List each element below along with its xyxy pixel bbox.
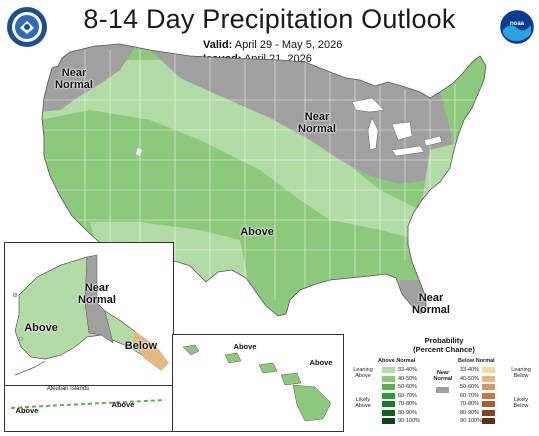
legend-above-header: Above Normal	[378, 358, 416, 364]
valid-value: April 29 - May 5, 2026	[234, 39, 343, 51]
legend-below-swatch	[482, 409, 495, 416]
legend: Probability (Percent Chance) Above Normal…	[346, 334, 536, 430]
label-aleutian-above-east: Above	[111, 400, 135, 409]
alaska-map	[12, 254, 169, 376]
aleutian-inset	[4, 385, 174, 432]
legend-below-column: 33-40% 40-50% 50-60% 60-70% 70-80% 80-90% 90-1…	[460, 367, 510, 427]
svg-text:noaa: noaa	[510, 21, 525, 27]
legend-title: Probability (Percent Chance)	[413, 336, 475, 354]
legend-above-swatch	[382, 384, 395, 390]
legend-below-range: 90-100%	[460, 418, 483, 424]
legend-above-swatch	[382, 401, 395, 407]
legend-below-swatch	[482, 401, 495, 407]
label-near-normal-northwest: Near Normal	[55, 67, 93, 91]
legend-below-range: 60-70%	[460, 392, 479, 399]
aleutian-map	[10, 399, 166, 409]
legend-below-swatch	[482, 392, 495, 399]
legend-above-range: 33-40%	[398, 367, 417, 373]
legend-below-swatch	[482, 418, 495, 424]
legend-near-normal-swatch	[436, 387, 449, 393]
label-aleutian-above-west: Above	[15, 406, 39, 415]
legend-above-range: 40-50%	[398, 375, 417, 382]
legend-below-range: 80-90%	[460, 409, 479, 416]
valid-label: Valid:	[203, 39, 233, 51]
legend-leaning-below: Leaning Below	[511, 367, 531, 379]
legend-below-range: 40-50%	[460, 375, 479, 382]
legend-above-swatch	[382, 375, 395, 382]
legend-above-range: 90-100%	[398, 418, 421, 424]
legend-below-swatch	[482, 384, 495, 390]
legend-leaning-above: Leaning Above	[353, 367, 373, 379]
legend-below-header: Below Normal	[458, 358, 495, 364]
hawaii-inset	[172, 334, 344, 432]
label-alaska-above: Above	[24, 322, 58, 334]
label-above-center: Above	[240, 226, 274, 238]
legend-above-swatch	[382, 418, 395, 424]
legend-near-normal-label: Near Normal	[433, 370, 453, 382]
legend-above-range: 60-70%	[398, 392, 417, 399]
legend-below-swatch	[482, 375, 495, 382]
legend-below-range: 50-60%	[460, 384, 479, 390]
legend-likely-below: Likely Below	[513, 397, 529, 409]
noaa-logo: noaa	[500, 10, 534, 44]
legend-above-swatch	[382, 409, 395, 416]
legend-above-swatch	[382, 367, 395, 373]
legend-below-swatch	[482, 367, 495, 373]
label-near-normal-florida: Near Normal	[412, 292, 450, 316]
aleutian-title: Aleutian Islands	[46, 386, 90, 392]
label-near-normal-midwest: Near Normal	[298, 111, 336, 135]
legend-likely-above: Likely Above	[355, 397, 371, 409]
legend-below-range: 33-40%	[460, 367, 479, 373]
legend-above-swatch	[382, 392, 395, 399]
alaska-inset	[4, 242, 174, 386]
commerce-seal-logo	[7, 7, 47, 47]
legend-above-range: 70-80%	[398, 401, 417, 407]
label-hawaii-above-east: Above	[309, 358, 333, 367]
label-alaska-below: Below	[124, 340, 158, 352]
legend-above-column: 33-40% 40-50% 50-60% 60-70% 70-80% 80-90% 90-1…	[382, 367, 432, 427]
legend-below-range: 70-80%	[460, 401, 479, 407]
page-title: 8-14 Day Precipitation Outlook	[83, 4, 456, 34]
valid-line: Valid: April 29 - May 5, 2026	[203, 39, 342, 51]
label-alaska-near-normal: Near Normal	[78, 282, 116, 306]
legend-above-range: 80-90%	[398, 409, 417, 416]
legend-above-range: 50-60%	[398, 384, 417, 390]
hawaii-map	[182, 344, 332, 422]
label-hawaii-above-west: Above	[233, 342, 257, 351]
